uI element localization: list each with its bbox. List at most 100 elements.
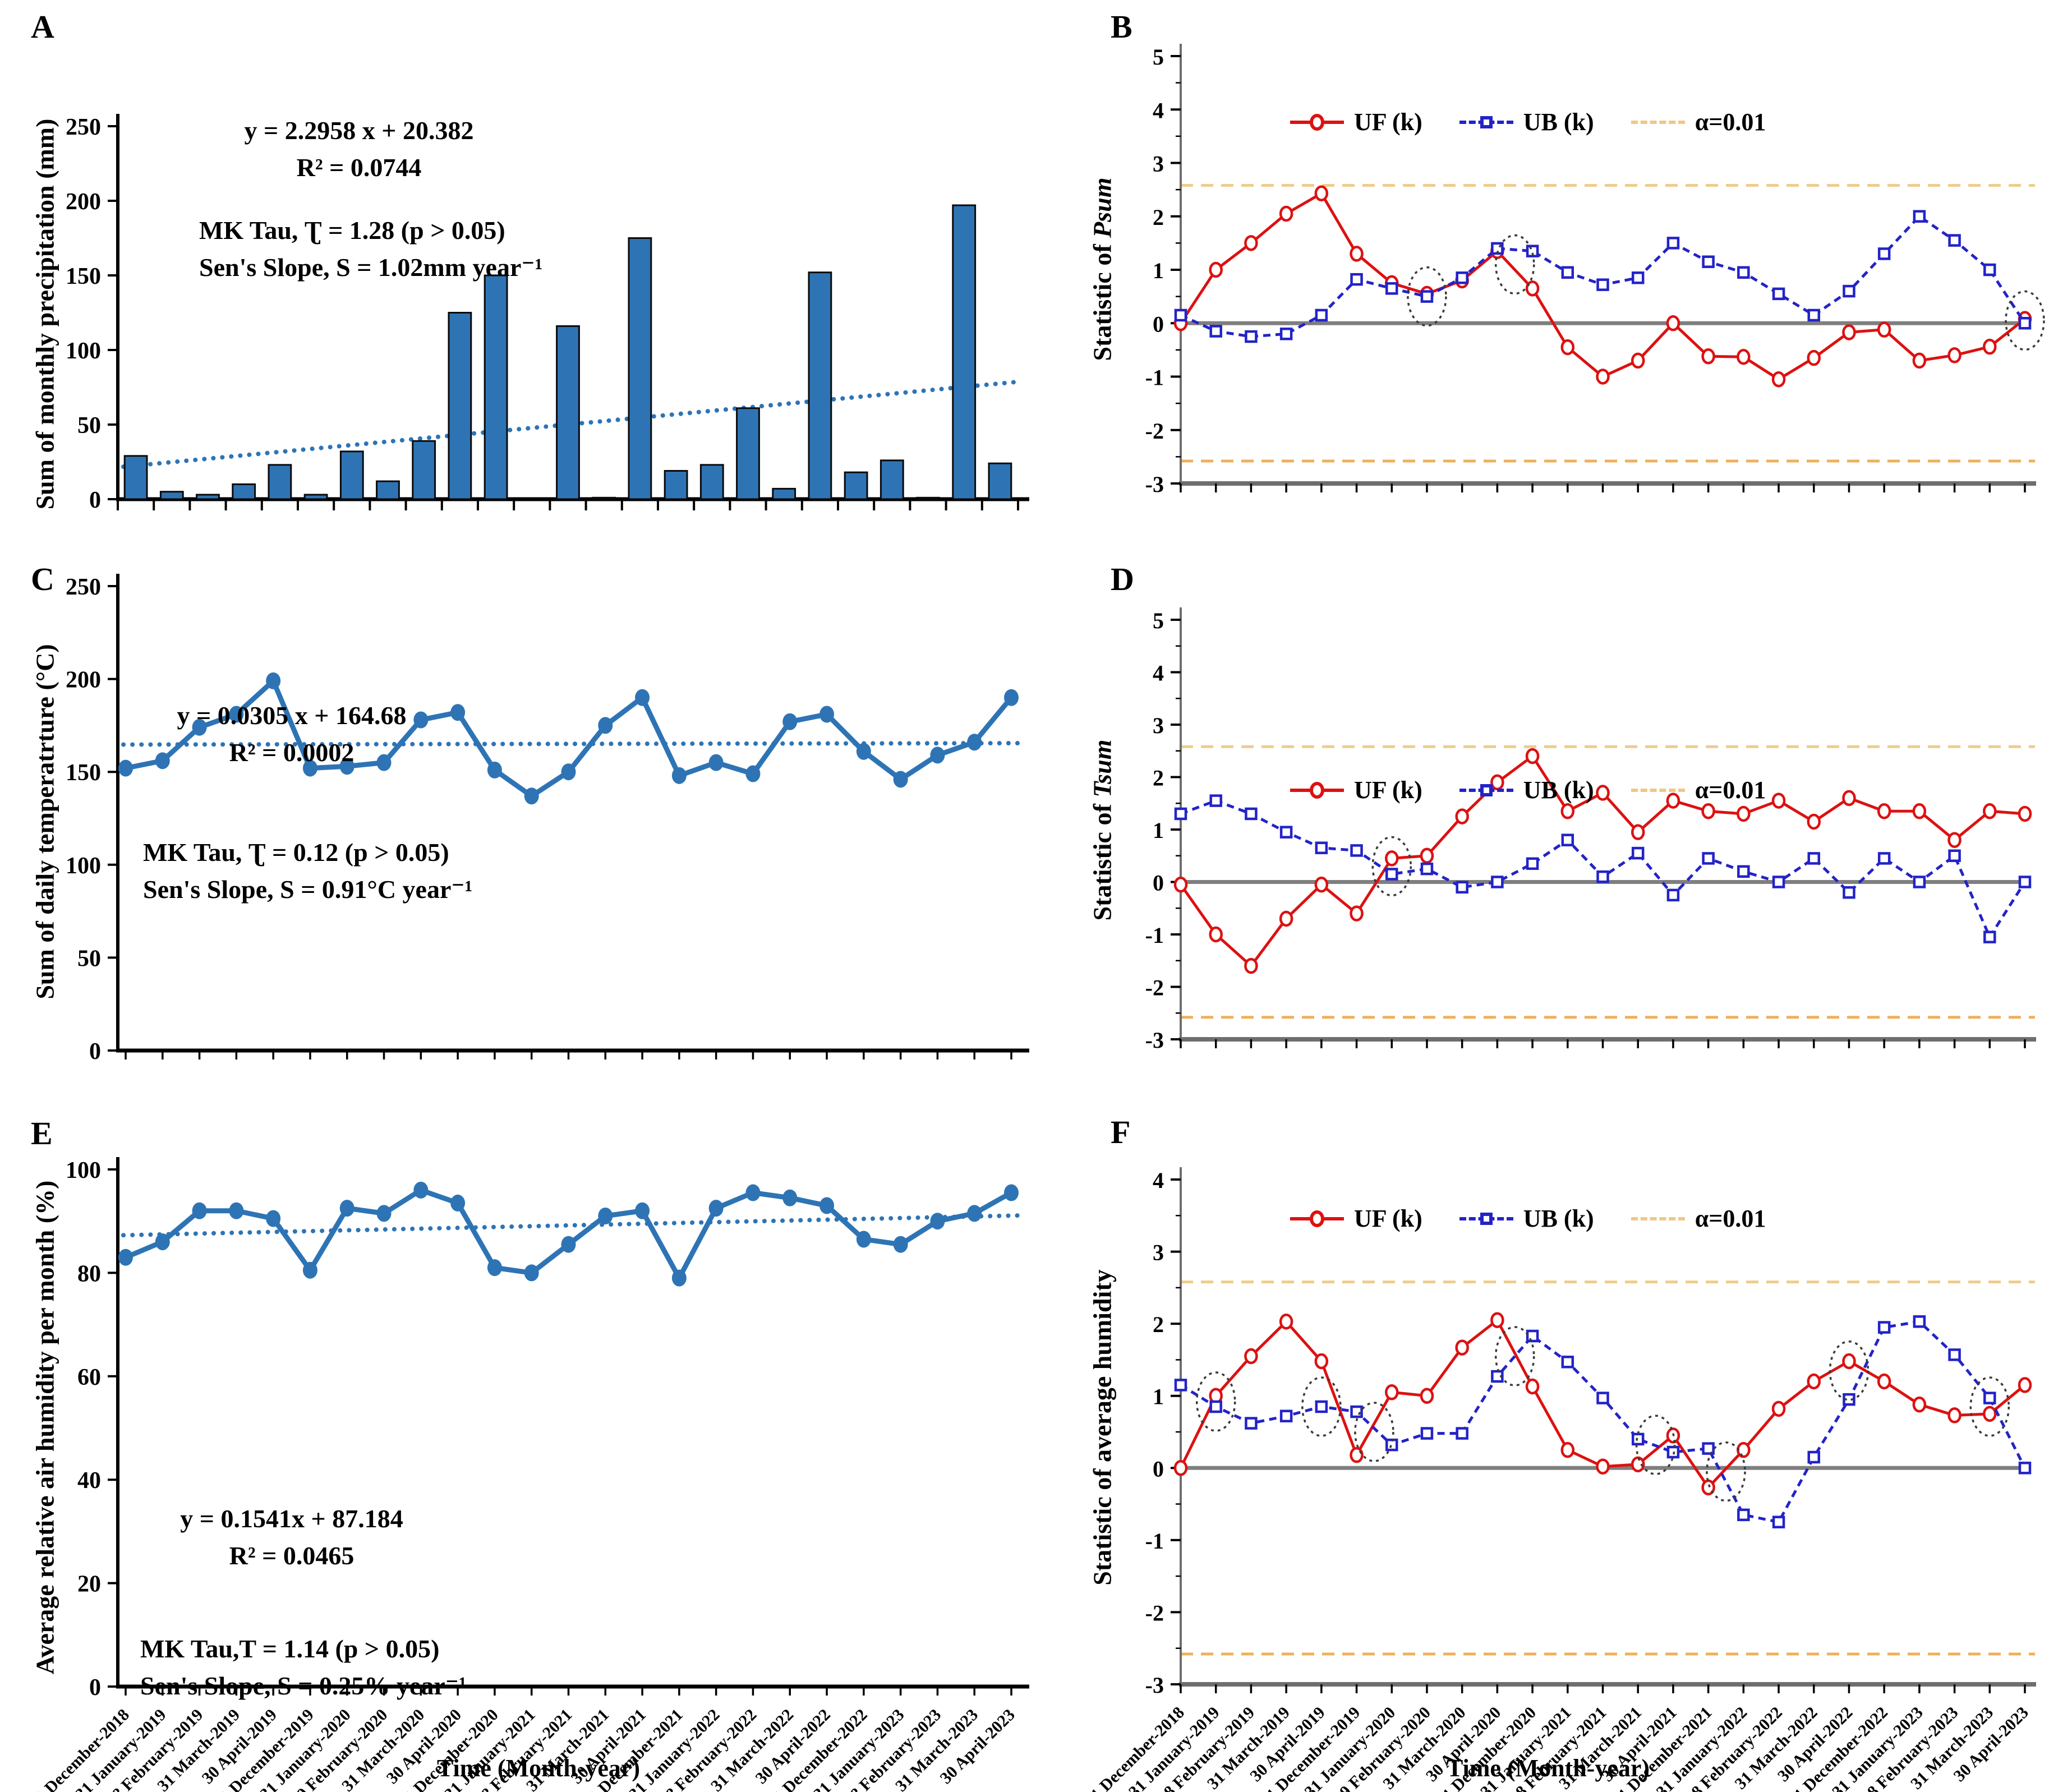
svg-text:3: 3 — [1153, 713, 1164, 738]
legend-item-uf: UF (k) — [1290, 776, 1422, 804]
uf-marker-icon — [1290, 781, 1344, 799]
legend-label-ub: UB (k) — [1523, 108, 1594, 136]
svg-text:0: 0 — [89, 1039, 101, 1065]
chart-a-svg: 0 50 100 150 200 250 — [66, 114, 1029, 513]
svg-text:150: 150 — [66, 264, 101, 289]
alpha-line-icon — [1631, 1210, 1685, 1227]
svg-text:-1: -1 — [1145, 365, 1164, 390]
legend-item-alpha: α=0.01 — [1631, 776, 1766, 804]
legend-item-alpha: α=0.01 — [1631, 108, 1766, 136]
sens-slope-text: Sen's Slope, S = 0.91°C year⁻¹ — [143, 875, 473, 904]
svg-text:1: 1 — [1153, 818, 1164, 843]
svg-text:50: 50 — [77, 946, 101, 971]
svg-text:-3: -3 — [1145, 1028, 1164, 1053]
svg-text:4: 4 — [1153, 1168, 1164, 1193]
panel-e: E Average relative air humidity per mont… — [0, 1113, 1038, 1792]
svg-text:200: 200 — [66, 189, 101, 215]
x-axis-caption-f: Time (Month-year) — [1446, 1754, 1650, 1782]
legend-label-uf: UF (k) — [1354, 1205, 1422, 1232]
svg-text:0: 0 — [89, 1675, 101, 1701]
svg-text:-2: -2 — [1145, 418, 1164, 444]
svg-text:4: 4 — [1153, 661, 1164, 686]
panel-a: A Sum of monthly precipitation (mm) 0 50 1… — [0, 0, 1038, 552]
svg-text:20: 20 — [77, 1572, 101, 1597]
uf-marker-icon — [1290, 1210, 1344, 1227]
svg-text:250: 250 — [66, 574, 101, 600]
legend-label-uf: UF (k) — [1354, 108, 1422, 136]
alpha-line-icon — [1631, 114, 1685, 131]
svg-text:0: 0 — [89, 487, 101, 513]
svg-text:0: 0 — [1153, 870, 1164, 896]
legend-f: UF (k) UB (k) α=0.01 — [1290, 1204, 1766, 1233]
ub-marker-icon — [1459, 1210, 1513, 1227]
sens-slope-text: Sen's Slope, S = 1.02mm year⁻¹ — [199, 253, 543, 282]
stats-mk-e: MK Tau,T = 1.14 (p > 0.05) Sen's Slope, … — [140, 1630, 467, 1705]
panel-d: D Statistic of Tsum -3 -2 -1 0 1 2 3 4 5 UF (k) … — [1038, 552, 2049, 1113]
stats-equation-a: y = 2.2958 x + 20.382 R² = 0.0744 — [179, 112, 538, 186]
legend-item-uf: UF (k) — [1290, 1204, 1422, 1233]
svg-text:2: 2 — [1153, 205, 1164, 230]
legend-item-uf: UF (k) — [1290, 108, 1422, 136]
legend-b: UF (k) UB (k) α=0.01 — [1290, 108, 1766, 136]
svg-text:50: 50 — [77, 413, 101, 439]
svg-text:-1: -1 — [1145, 923, 1164, 948]
legend-item-alpha: α=0.01 — [1631, 1204, 1766, 1233]
svg-text:3: 3 — [1153, 151, 1164, 177]
panel-c: C Sum of daily temperatrture (°C) 0 50 100… — [0, 552, 1038, 1113]
svg-text:-1: -1 — [1145, 1528, 1164, 1554]
chart-c-svg: 0 50 100 150 200 250 — [66, 574, 1029, 1065]
stats-equation-c: y = 0.0305 x + 164.68 R² = 0.0002 — [129, 697, 454, 771]
svg-text:250: 250 — [66, 114, 101, 140]
svg-text:100: 100 — [66, 338, 101, 364]
stats-mk-a: MK Tau, Ʈ = 1.28 (p > 0.05) Sen's Slope,… — [199, 212, 542, 286]
svg-text:100: 100 — [66, 853, 101, 879]
r-squared-text: R² = 0.0465 — [229, 1541, 354, 1570]
svg-text:60: 60 — [77, 1365, 101, 1390]
legend-item-ub: UB (k) — [1459, 776, 1594, 804]
legend-d: UF (k) UB (k) α=0.01 — [1290, 776, 1766, 804]
mk-tau-text: MK Tau, Ʈ = 1.28 (p > 0.05) — [199, 216, 505, 245]
svg-text:150: 150 — [66, 760, 101, 786]
svg-text:-3: -3 — [1145, 472, 1164, 497]
panel-letter-f: F — [1111, 1114, 1131, 1150]
svg-text:-2: -2 — [1145, 1600, 1164, 1625]
svg-text:200: 200 — [66, 667, 101, 693]
mk-tau-text: MK Tau,T = 1.14 (p > 0.05) — [140, 1634, 440, 1663]
svg-text:0: 0 — [1153, 311, 1164, 337]
svg-text:3: 3 — [1153, 1240, 1164, 1265]
svg-text:5: 5 — [1153, 44, 1164, 70]
panel-letter-d: D — [1111, 561, 1134, 597]
svg-text:4: 4 — [1153, 98, 1164, 123]
svg-text:0: 0 — [1153, 1456, 1164, 1481]
legend-item-ub: UB (k) — [1459, 108, 1594, 136]
ub-marker-icon — [1459, 782, 1513, 799]
equation-text: y = 0.1541x + 87.184 — [180, 1504, 403, 1533]
x-axis-caption-e: Time (Month-year) — [436, 1754, 641, 1782]
uf-marker-icon — [1290, 113, 1344, 131]
equation-text: y = 2.2958 x + 20.382 — [244, 116, 474, 145]
svg-text:2: 2 — [1153, 1312, 1164, 1337]
legend-label-uf: UF (k) — [1354, 776, 1422, 804]
stats-equation-e: y = 0.1541x + 87.184 R² = 0.0465 — [129, 1500, 454, 1574]
svg-text:100: 100 — [66, 1158, 101, 1183]
chart-d-svg: -3 -2 -1 0 1 2 3 4 5 — [1145, 607, 2036, 1053]
ub-marker-icon — [1459, 114, 1513, 131]
svg-text:1: 1 — [1153, 1384, 1164, 1409]
panel-letter-b: B — [1111, 8, 1132, 45]
sens-slope-text: Sen's Slope, S = 0.25% year⁻¹ — [140, 1671, 467, 1700]
r-squared-text: R² = 0.0002 — [229, 738, 354, 767]
chart-b-svg: -3 -2 -1 0 1 2 3 4 5 — [1145, 44, 2045, 497]
panel-letter-c: C — [31, 561, 54, 597]
legend-label-alpha: α=0.01 — [1695, 1205, 1766, 1232]
svg-text:-3: -3 — [1145, 1673, 1164, 1698]
legend-label-alpha: α=0.01 — [1695, 776, 1766, 804]
r-squared-text: R² = 0.0744 — [296, 153, 422, 182]
svg-text:80: 80 — [77, 1261, 101, 1287]
legend-label-ub: UB (k) — [1523, 1205, 1594, 1232]
legend-label-ub: UB (k) — [1523, 776, 1594, 804]
mk-tau-text: MK Tau, Ʈ = 0.12 (p > 0.05) — [143, 838, 449, 867]
panel-letter-a: A — [31, 8, 54, 45]
